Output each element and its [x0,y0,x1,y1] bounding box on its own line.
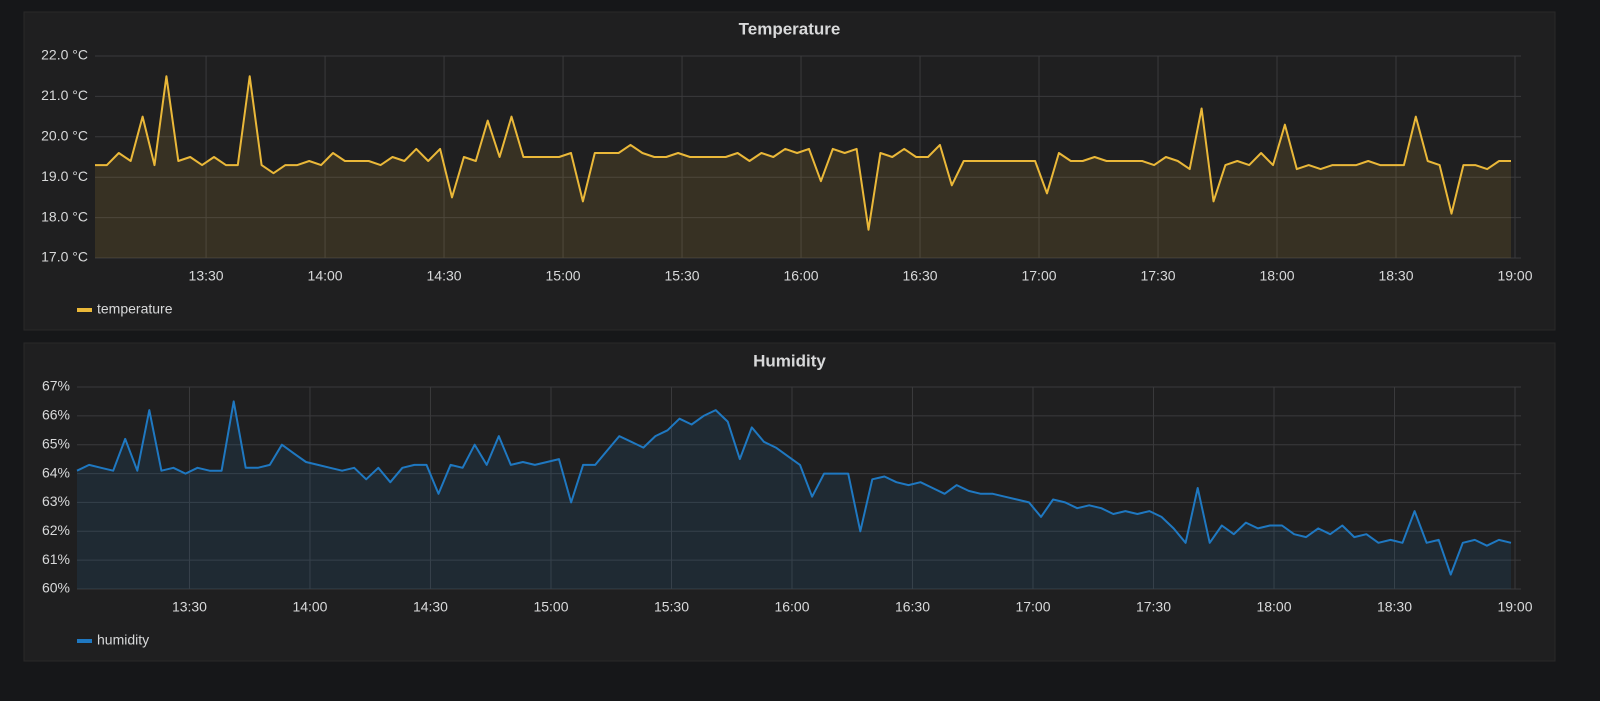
x-tick-label: 17:30 [1140,268,1175,284]
x-tick-label: 15:30 [654,599,689,615]
legend-label: humidity [97,632,149,648]
x-tick-label: 14:30 [413,599,448,615]
x-tick-label: 15:30 [665,268,700,284]
legend-label: temperature [97,301,173,317]
x-tick-label: 16:30 [895,599,930,615]
panel: Temperature 17.0 °C 18.0 °C 19.0 °C 20.0 °C 2… [23,11,1556,331]
x-tick-label: 17:00 [1015,599,1050,615]
line [76,400,1512,576]
panel-title: Temperature [739,19,841,38]
x-tick-label: 17:00 [1021,268,1056,284]
x-tick-label: 16:30 [903,268,938,284]
y-tick-label: 19.0 °C [41,168,88,184]
x-tick-label: 14:30 [427,268,462,284]
area [95,76,1511,258]
x-tick-label: 18:00 [1256,599,1291,615]
x-tick-label: 16:00 [784,268,819,284]
panel: Humidity 60% 61% 62% 63% 64% 65% 66% 67% 13:30 14:… [23,342,1556,662]
y-tick-label: 65% [42,435,70,451]
y-tick-label: 18.0 °C [41,208,88,224]
y-tick-label: 67% [42,378,70,394]
y-tick-label: 63% [42,493,70,509]
panel-background [23,11,1556,331]
legend-swatch [77,639,92,643]
y-tick-label: 61% [42,551,70,567]
x-tick-label: 14:00 [292,599,327,615]
x-tick-label: 18:30 [1378,268,1413,284]
x-tick-label: 19:00 [1497,268,1532,284]
x-tick-label: 15:00 [546,268,581,284]
y-tick-label: 21.0 °C [41,87,88,103]
y-tick-label: 22.0 °C [41,47,88,63]
line [95,75,1511,231]
y-tick-label: 64% [42,464,70,480]
x-tick-label: 13:30 [189,268,224,284]
x-tick-label: 18:00 [1259,268,1294,284]
panel-title: Humidity [753,351,826,370]
x-tick-label: 18:30 [1377,599,1412,615]
x-tick-label: 16:00 [774,599,809,615]
y-tick-label: 17.0 °C [41,249,88,265]
x-tick-label: 14:00 [308,268,343,284]
x-tick-label: 15:00 [533,599,568,615]
legend-swatch [77,308,92,312]
x-tick-label: 17:30 [1136,599,1171,615]
area [77,401,1511,589]
y-tick-label: 66% [42,407,70,423]
y-tick-label: 60% [42,580,70,596]
x-tick-label: 13:30 [172,599,207,615]
y-tick-label: 62% [42,522,70,538]
x-tick-label: 19:00 [1497,599,1532,615]
y-tick-label: 20.0 °C [41,128,88,144]
